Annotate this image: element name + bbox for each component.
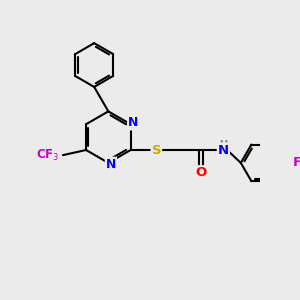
Text: O: O (196, 166, 207, 179)
Text: N: N (218, 143, 229, 157)
Text: H: H (219, 140, 227, 150)
Text: CF$_3$: CF$_3$ (36, 148, 59, 163)
Text: S: S (152, 143, 161, 157)
Text: N: N (128, 116, 138, 130)
Text: F: F (292, 156, 300, 170)
Text: N: N (106, 158, 116, 171)
